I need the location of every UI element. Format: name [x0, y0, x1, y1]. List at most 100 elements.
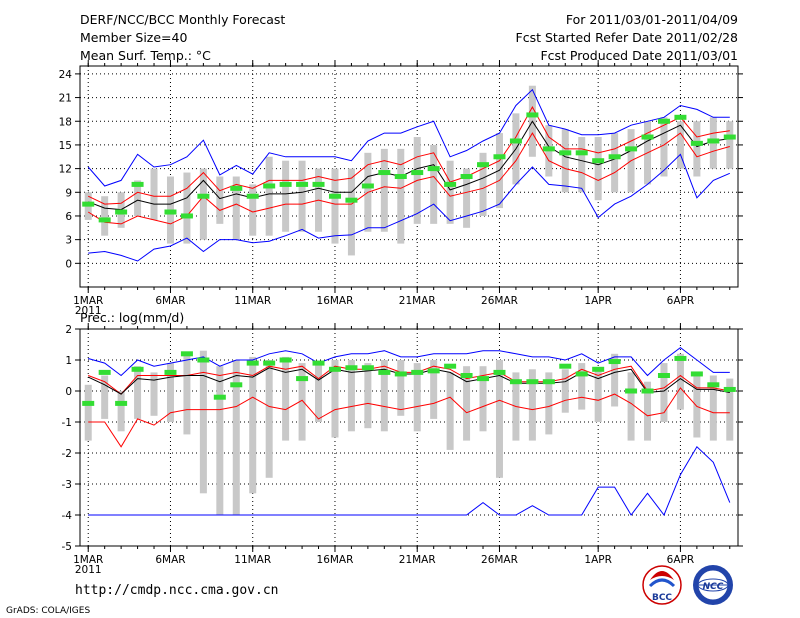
member-size-label: Member Size=40 [80, 30, 187, 45]
lower-line [88, 387, 730, 448]
observed-marker [509, 379, 522, 385]
spread-box [216, 176, 224, 224]
y-tick-label: 24 [59, 69, 73, 81]
spread-box [298, 363, 306, 441]
observed-marker [723, 386, 736, 392]
spread-box [561, 129, 569, 193]
x-tick-label: 1APR [584, 554, 612, 566]
observed-marker [164, 209, 177, 215]
x-tick-label: 6APR [667, 295, 695, 307]
x-tick-label: 21MAR [399, 295, 436, 307]
observed-marker [460, 174, 473, 179]
observed-marker [180, 351, 193, 357]
observed-marker [197, 357, 210, 363]
observed-marker [444, 181, 457, 187]
spread-box [282, 356, 290, 441]
spread-box [232, 360, 240, 515]
observed-marker [296, 376, 309, 382]
source-url: http://cmdp.ncc.cma.gov.cn [75, 583, 279, 598]
spread-box [166, 363, 174, 422]
observed-marker [559, 363, 572, 369]
x-tick-label: 16MAR [317, 554, 354, 566]
spread-box [578, 363, 586, 410]
observed-marker [592, 366, 605, 372]
spread-box [397, 148, 405, 244]
spread-box [413, 363, 421, 432]
svg-text:BCC: BCC [652, 593, 672, 603]
observed-marker [164, 369, 177, 375]
observed-marker [230, 185, 243, 191]
observed-marker [115, 209, 128, 215]
observed-marker [131, 366, 144, 372]
spread-box [578, 137, 586, 193]
figure-title: DERF/NCC/BCC Monthly Forecast [80, 12, 285, 27]
observed-marker [625, 388, 638, 394]
observed-marker [657, 118, 670, 124]
spread-box [150, 168, 158, 220]
observed-marker [230, 382, 243, 388]
observed-marker [263, 360, 276, 366]
spread-box [134, 180, 142, 216]
observed-marker [328, 366, 341, 372]
spread-box [315, 363, 323, 422]
plot-frame [79, 328, 739, 547]
observed-marker [131, 181, 144, 187]
observed-marker [98, 369, 111, 375]
spread-box [117, 391, 125, 432]
min-line [88, 446, 731, 517]
variable-label: Mean Surf. Temp.: °C [80, 48, 211, 63]
x-tick-year: 2011 [75, 305, 102, 317]
x-tick-label: 6APR [667, 554, 695, 566]
spread-box [134, 366, 142, 419]
spread-box [347, 360, 355, 432]
observed-marker [115, 400, 128, 406]
observed-marker [723, 134, 736, 140]
y-tick-label: 6 [65, 211, 72, 223]
observed-marker [707, 382, 720, 388]
spread-box [282, 160, 290, 232]
spread-box [693, 121, 701, 177]
spread-box [150, 372, 158, 416]
x-tick-label: 6MAR [155, 295, 185, 307]
y-tick-label: 0 [65, 258, 72, 270]
observed-marker [411, 369, 424, 375]
spread-box [298, 160, 306, 232]
x-tick-label: 16MAR [317, 295, 354, 307]
x-tick-label: 26MAR [481, 554, 518, 566]
x-tick-label: 1MAR [73, 295, 103, 307]
y-tick-label: 3 [65, 235, 72, 247]
y-tick-label: 18 [59, 116, 72, 128]
observed-marker [345, 197, 358, 203]
spread-box [430, 144, 438, 224]
observed-marker [690, 371, 703, 377]
y-tick-label: -3 [62, 479, 72, 491]
observed-marker [707, 138, 720, 144]
spread-box [347, 168, 355, 256]
observed-marker [246, 360, 259, 366]
observed-marker [477, 376, 490, 382]
upper-line [87, 105, 730, 205]
spread-box [380, 148, 388, 232]
observed-marker [674, 114, 687, 120]
spread-box [232, 176, 240, 240]
observed-marker [493, 369, 506, 375]
observed-marker [592, 158, 605, 164]
observed-marker [427, 166, 440, 172]
observed-marker [674, 355, 687, 361]
observed-marker [608, 154, 621, 160]
spread-box [331, 168, 339, 244]
y-tick-label: -4 [62, 510, 73, 522]
spread-box [331, 360, 339, 438]
spread-box [199, 168, 207, 240]
spread-box [693, 372, 701, 438]
observed-marker [345, 365, 358, 371]
observed-marker [82, 201, 95, 207]
observed-marker [641, 134, 654, 140]
observed-marker [657, 373, 670, 378]
spread-box [660, 117, 668, 177]
observed-marker [526, 379, 539, 385]
observed-marker [263, 183, 276, 189]
y-tick-label: 12 [59, 164, 72, 176]
spread-box [430, 360, 438, 419]
